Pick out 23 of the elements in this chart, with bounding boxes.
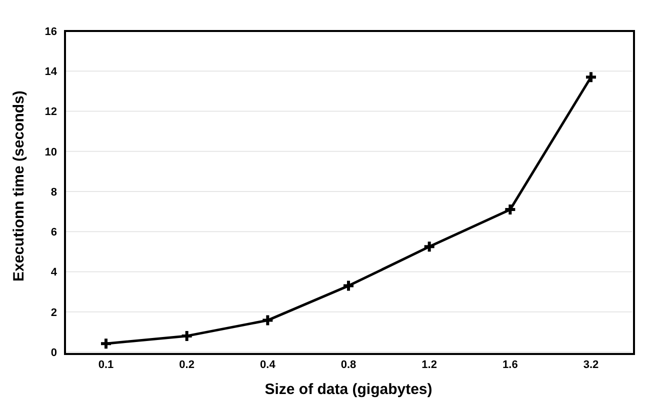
y-tick-label: 12	[44, 106, 57, 118]
x-tick-label: 0.4	[260, 358, 276, 371]
x-tick-label: 0.8	[340, 358, 356, 371]
point	[180, 329, 194, 342]
y-tick-label: 14	[44, 66, 58, 78]
y-axis-title: Executionn time (seconds)	[10, 90, 28, 282]
y-tick-label: 2	[50, 306, 57, 319]
x-tick-label: 1.6	[502, 358, 518, 371]
y-tick-label: 16	[44, 26, 57, 38]
point	[342, 279, 355, 292]
y-tick-label: 8	[50, 186, 57, 198]
y-tick-label: 0	[50, 346, 57, 359]
x-tick-label: 0.2	[179, 358, 194, 371]
x-tick-label: 1.2	[422, 358, 437, 371]
y-tick-label: 6	[50, 226, 57, 239]
point	[422, 240, 436, 254]
y-tick-label: 4	[50, 266, 58, 279]
y-tick-label: 10	[44, 146, 57, 158]
x-axis-title: Size of data (gigabytes)	[264, 381, 432, 398]
x-tick-label: 3.2	[583, 358, 599, 371]
point	[504, 203, 517, 216]
point	[261, 314, 274, 327]
x-tick-label: 0.1	[98, 358, 114, 371]
